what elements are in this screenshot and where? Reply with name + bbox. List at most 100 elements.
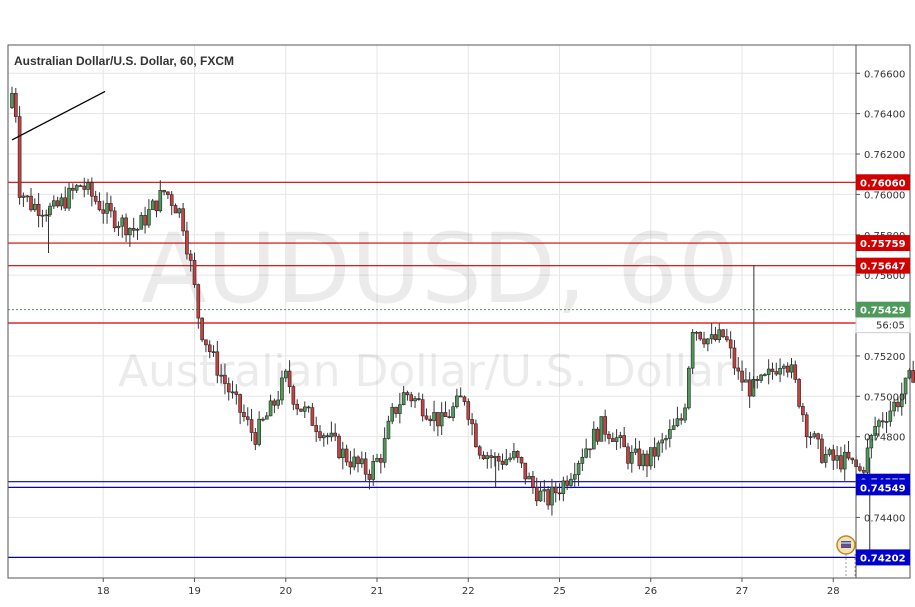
candle-body: [865, 447, 870, 473]
candle-body: [120, 217, 125, 227]
candle-body: [436, 412, 440, 427]
candle-body: [801, 406, 805, 416]
candle-body: [150, 200, 155, 210]
candle: [432, 400, 436, 432]
candle: [622, 426, 626, 448]
candle: [424, 408, 429, 421]
candle-body: [858, 466, 862, 471]
candle: [257, 411, 261, 447]
candle-body: [287, 370, 292, 387]
candle: [538, 481, 543, 502]
candle-body: [268, 400, 273, 417]
candle-body: [318, 431, 322, 439]
candle-body: [565, 480, 569, 486]
candle-body: [835, 455, 839, 461]
candle-body: [527, 476, 531, 480]
candle-body: [470, 419, 474, 425]
candle-body: [804, 414, 809, 438]
candle-body: [341, 448, 345, 458]
candle-body: [52, 200, 56, 207]
candle-body: [515, 451, 520, 458]
candle-body: [253, 432, 258, 445]
candle: [40, 209, 45, 228]
candle-body: [375, 458, 379, 462]
candle: [557, 483, 562, 501]
candle: [93, 190, 98, 205]
candle: [668, 419, 672, 448]
candle: [763, 372, 767, 377]
candle: [150, 198, 155, 211]
candle: [219, 364, 223, 384]
candle: [531, 470, 535, 494]
candle-body: [455, 395, 459, 408]
level-price-tag: [856, 549, 910, 566]
candle: [63, 186, 68, 211]
candle: [341, 441, 345, 470]
candle: [804, 412, 809, 449]
candle-body: [553, 486, 558, 494]
candle-body: [622, 435, 626, 448]
candle-body: [694, 331, 699, 334]
candle-body: [656, 442, 661, 457]
candle-body: [360, 458, 364, 465]
level-price-tag: [856, 174, 910, 191]
candle: [542, 479, 547, 503]
candle: [280, 370, 284, 405]
candle: [329, 421, 334, 442]
candle-body: [230, 391, 235, 394]
watermark-name: Australian Dollar/U.S. Dollar: [118, 346, 733, 397]
candle: [147, 199, 151, 228]
candle: [755, 375, 760, 389]
candle-body: [652, 447, 657, 457]
candle-body: [728, 339, 733, 349]
candle: [512, 442, 516, 461]
candle: [500, 453, 505, 470]
candle: [382, 427, 387, 468]
candle-body: [382, 438, 387, 463]
candle: [709, 322, 714, 344]
level-lines: [8, 181, 856, 559]
candle-body: [569, 478, 573, 486]
candle: [325, 432, 330, 445]
candle-body: [626, 446, 630, 464]
candle: [629, 445, 634, 473]
candle: [245, 407, 250, 426]
candle-body: [283, 370, 288, 379]
candle-body: [173, 205, 178, 214]
candle-body: [413, 398, 417, 402]
candle: [436, 412, 440, 437]
time-tick-label: 21: [371, 586, 384, 597]
candle-body: [181, 208, 185, 232]
candle-body: [276, 399, 280, 406]
candle-body: [531, 476, 535, 488]
candle: [120, 214, 125, 238]
candle: [105, 192, 109, 224]
candle-body: [291, 386, 296, 405]
time-axis[interactable]: 18 19 20 21 22 25 26 27 28: [97, 578, 840, 597]
candle-body: [215, 351, 220, 376]
candle-body: [572, 474, 577, 480]
price-tick-label: 0.76000: [864, 190, 905, 201]
candle-body: [827, 449, 832, 455]
candle-body: [641, 453, 645, 467]
candle-body: [245, 416, 250, 420]
candle: [306, 405, 311, 413]
candle: [405, 390, 410, 401]
candle-body: [169, 194, 174, 206]
candle: [33, 198, 37, 212]
flag-icon[interactable]: [836, 535, 856, 578]
candle-body: [14, 93, 18, 117]
candle: [477, 445, 482, 460]
candle: [797, 378, 801, 409]
candle: [652, 437, 657, 469]
candle-body: [371, 461, 376, 480]
candle-body: [911, 370, 915, 383]
candle: [283, 368, 288, 383]
level-price-label: 0.75759: [860, 239, 906, 250]
candle-body: [747, 379, 752, 397]
candle: [10, 86, 14, 109]
candle: [732, 340, 737, 375]
candle-body: [162, 190, 166, 193]
countdown-box: [855, 317, 911, 334]
